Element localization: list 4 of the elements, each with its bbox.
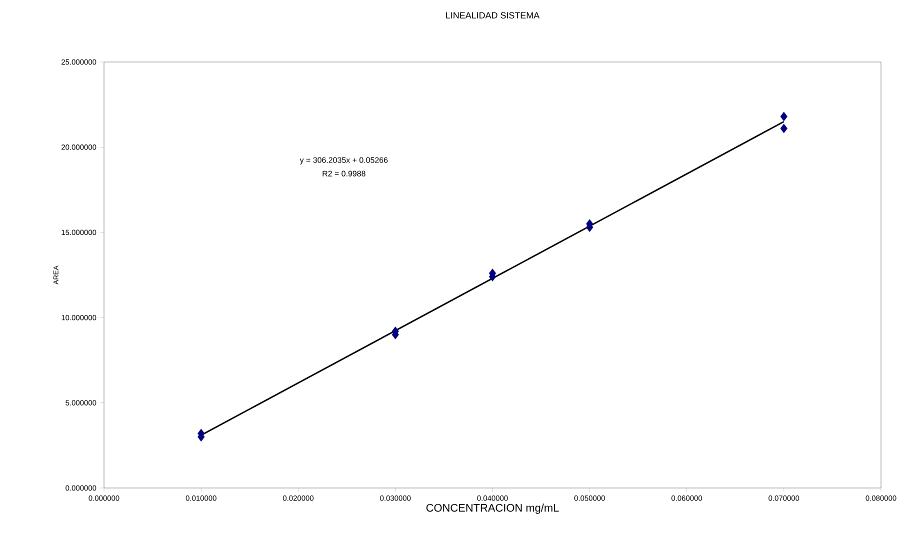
point <box>780 112 788 122</box>
chart-title: LINEALIDAD SISTEMA <box>446 12 540 19</box>
point <box>780 124 788 134</box>
x-axis-title: CONCENTRACION mg/mL <box>426 504 559 514</box>
